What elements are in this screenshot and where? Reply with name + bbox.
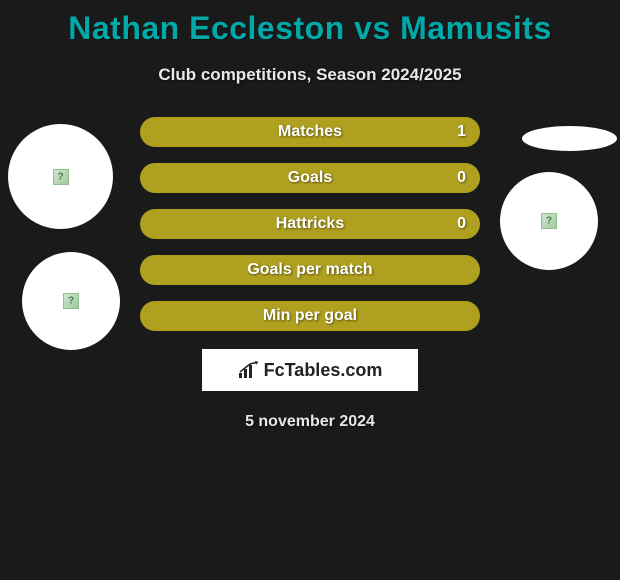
stat-row-min-per-goal: Min per goal bbox=[140, 301, 480, 331]
stat-value: 0 bbox=[457, 169, 466, 187]
brand-box: FcTables.com bbox=[202, 349, 418, 391]
subtitle: Club competitions, Season 2024/2025 bbox=[0, 65, 620, 85]
avatar-left-top bbox=[8, 124, 113, 229]
date-text: 5 november 2024 bbox=[0, 413, 620, 431]
brand-chart-icon bbox=[238, 361, 260, 379]
avatar-right bbox=[500, 172, 598, 270]
stat-row-goals-per-match: Goals per match bbox=[140, 255, 480, 285]
page-title: Nathan Eccleston vs Mamusits bbox=[0, 0, 620, 47]
stat-row-goals: Goals 0 bbox=[140, 163, 480, 193]
avatar-left-bottom bbox=[22, 252, 120, 350]
stat-label: Matches bbox=[278, 123, 342, 141]
stat-label: Goals bbox=[288, 169, 332, 187]
stat-value: 1 bbox=[457, 123, 466, 141]
avatar-ellipse-right bbox=[522, 126, 617, 151]
broken-image-icon bbox=[63, 293, 79, 309]
stat-label: Goals per match bbox=[247, 261, 372, 279]
stat-row-hattricks: Hattricks 0 bbox=[140, 209, 480, 239]
brand-text: FcTables.com bbox=[264, 360, 383, 381]
stat-value: 0 bbox=[457, 215, 466, 233]
broken-image-icon bbox=[53, 169, 69, 185]
stat-label: Hattricks bbox=[276, 215, 344, 233]
stat-label: Min per goal bbox=[263, 307, 357, 325]
stat-row-matches: Matches 1 bbox=[140, 117, 480, 147]
broken-image-icon bbox=[541, 213, 557, 229]
